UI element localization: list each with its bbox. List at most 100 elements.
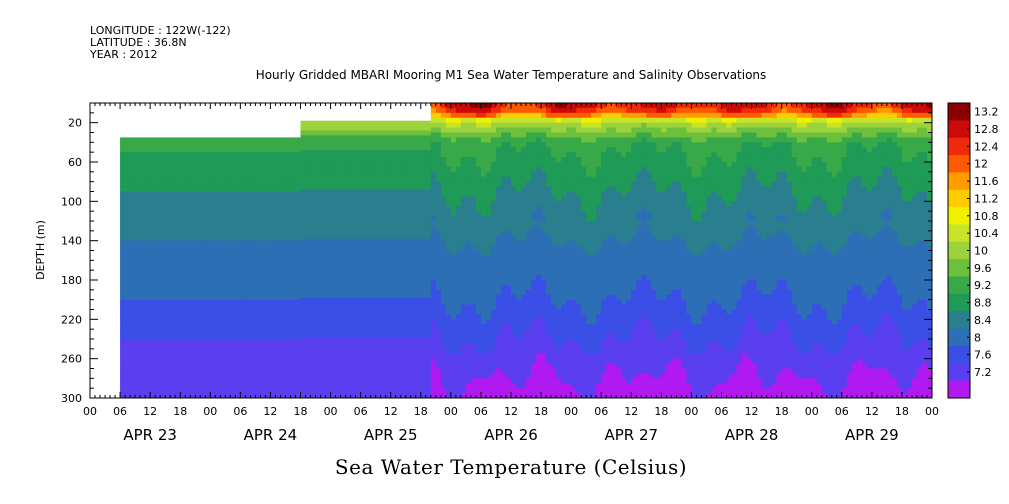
heat-cell xyxy=(420,258,427,264)
heat-cell xyxy=(245,368,251,375)
heat-cell xyxy=(405,233,412,240)
heat-cell xyxy=(135,289,141,296)
heat-cell xyxy=(360,194,367,200)
heat-cell xyxy=(365,253,372,259)
heat-cell xyxy=(315,179,322,186)
heat-cell xyxy=(255,235,261,242)
heat-cell xyxy=(255,176,261,183)
heat-cell xyxy=(285,250,292,257)
heat-cell xyxy=(280,280,287,286)
heat-cell xyxy=(480,245,487,252)
heat-cell xyxy=(280,137,287,143)
heat-cell xyxy=(215,176,221,183)
heat-cell xyxy=(541,157,547,163)
heat-cell xyxy=(526,368,532,375)
heat-cell xyxy=(170,157,176,163)
heat-cell xyxy=(415,386,422,392)
heat-cell xyxy=(140,265,146,271)
heat-cell xyxy=(511,373,517,379)
heat-cell xyxy=(465,157,472,163)
heat-cell xyxy=(490,255,497,261)
heat-cell xyxy=(360,189,367,196)
heat-cell xyxy=(500,314,507,320)
heat-cell xyxy=(185,235,191,242)
heat-cell xyxy=(190,353,196,360)
heat-cell xyxy=(536,255,542,261)
heat-cell xyxy=(165,250,171,257)
heat-cell xyxy=(230,393,236,398)
heat-cell xyxy=(345,164,352,171)
heat-cell xyxy=(210,324,216,330)
heat-cell xyxy=(455,176,462,183)
heat-cell xyxy=(220,339,226,345)
heat-cell xyxy=(170,373,176,379)
heat-cell xyxy=(330,273,337,279)
heat-cell xyxy=(160,388,166,394)
heat-cell xyxy=(315,223,322,230)
heat-cell xyxy=(360,307,367,314)
heat-cell xyxy=(255,353,261,360)
heat-cell xyxy=(220,284,226,291)
heat-cell xyxy=(325,322,332,328)
heat-cell xyxy=(360,317,367,323)
heat-cell xyxy=(490,225,497,232)
heat-cell xyxy=(200,206,206,212)
heat-cell xyxy=(546,319,552,325)
heat-cell xyxy=(516,127,522,134)
heat-cell xyxy=(521,275,527,281)
heat-cell xyxy=(330,248,337,255)
heat-cell xyxy=(125,393,131,398)
heat-cell xyxy=(536,294,542,301)
heat-cell xyxy=(310,140,317,146)
heat-cell xyxy=(275,289,282,296)
heat-cell xyxy=(485,166,492,173)
heat-cell xyxy=(355,282,362,289)
heat-cell xyxy=(340,189,347,196)
heat-cell xyxy=(275,235,282,242)
heat-cell xyxy=(531,260,537,266)
heat-cell xyxy=(380,327,387,333)
heat-cell xyxy=(305,184,312,191)
heat-cell xyxy=(521,329,527,335)
heat-cell xyxy=(120,152,126,158)
heat-cell xyxy=(270,196,277,202)
heat-cell xyxy=(205,378,211,384)
heat-cell xyxy=(350,287,357,294)
heat-cell xyxy=(355,376,362,382)
heat-cell xyxy=(300,228,307,235)
heat-cell xyxy=(195,329,201,335)
heat-cell xyxy=(445,304,452,311)
heat-cell xyxy=(470,334,477,340)
heat-cell xyxy=(475,122,482,129)
heat-cell xyxy=(140,235,146,242)
heat-cell xyxy=(200,339,206,345)
heat-cell xyxy=(425,194,432,200)
heat-cell xyxy=(290,339,297,345)
heat-cell xyxy=(541,299,547,306)
heat-cell xyxy=(405,273,412,279)
heat-cell xyxy=(130,343,136,350)
heat-cell xyxy=(511,147,517,153)
heat-cell xyxy=(300,130,307,137)
heat-cell xyxy=(516,284,522,291)
heat-cell xyxy=(250,260,256,266)
heat-cell xyxy=(505,334,512,340)
heat-cell xyxy=(230,304,236,311)
heat-cell xyxy=(531,299,537,306)
heat-cell xyxy=(205,186,211,193)
heat-cell xyxy=(561,166,567,173)
heat-cell xyxy=(130,250,136,257)
heat-cell xyxy=(320,155,327,161)
heat-cell xyxy=(475,191,482,198)
heat-cell xyxy=(190,255,196,261)
heat-cell xyxy=(250,250,256,257)
heat-cell xyxy=(360,312,367,318)
heat-cell xyxy=(315,312,322,318)
heat-cell xyxy=(340,312,347,318)
heat-cell xyxy=(250,275,256,281)
heat-cell xyxy=(395,351,402,358)
heat-cell xyxy=(455,343,462,350)
heat-cell xyxy=(440,304,447,311)
heat-cell xyxy=(220,221,226,227)
heat-cell xyxy=(541,280,547,286)
